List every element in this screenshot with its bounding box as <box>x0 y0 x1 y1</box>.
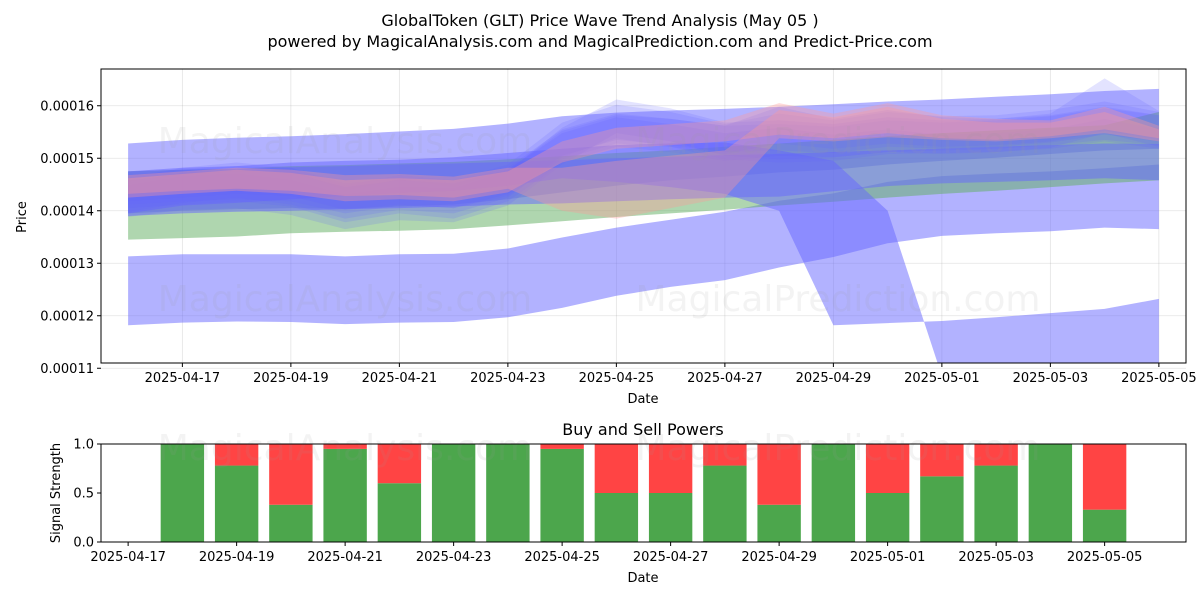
sell-bar <box>1082 444 1127 510</box>
buy-bar <box>214 465 259 542</box>
buy-bar <box>486 444 530 542</box>
price-plot-frame <box>100 68 1187 364</box>
price-x-tick-label: 2025-04-17 <box>145 371 221 386</box>
watermark-text: MagicalAnalysis.com <box>158 121 532 162</box>
signal-x-tick-label: 2025-04-17 <box>90 550 166 565</box>
watermark-text: MagicalPrediction.com <box>636 428 1041 469</box>
sell-bar <box>920 444 964 477</box>
price-band-blue <box>128 78 1159 230</box>
sell-bar <box>703 444 747 466</box>
signal-y-tick-label: 0.0 <box>73 536 94 551</box>
price-band-blue <box>128 142 1159 363</box>
price-band-blue <box>128 106 1159 214</box>
sell-bar <box>974 444 1018 466</box>
sell-bar <box>757 444 801 505</box>
price-x-tick-label: 2025-04-23 <box>470 371 546 386</box>
chart-subtitle: powered by MagicalAnalysis.com and Magic… <box>267 32 932 51</box>
price-y-axis-label: Price <box>15 201 30 233</box>
price-x-axis-label: Date <box>627 392 658 407</box>
buy-bar <box>1082 509 1127 542</box>
price-x-tick-label: 2025-04-19 <box>253 371 329 386</box>
buy-bar <box>269 504 313 542</box>
signal-panel: Buy and Sell Powers MagicalAnalysis.com … <box>49 420 1187 586</box>
price-y-tick-label: 0.00015 <box>40 152 94 167</box>
signal-x-tick-label: 2025-05-03 <box>958 550 1034 565</box>
buy-bar <box>920 476 964 542</box>
buy-bar <box>703 465 747 542</box>
signal-title: Buy and Sell Powers <box>562 420 724 439</box>
buy-bar <box>323 448 367 542</box>
price-band-blue <box>128 108 1159 210</box>
price-x-tick-label: 2025-04-29 <box>796 371 872 386</box>
signal-y-axis-label: Signal Strength <box>49 443 64 543</box>
signal-x-tick-label: 2025-04-25 <box>524 550 600 565</box>
signal-x-tick-label: 2025-04-29 <box>741 550 817 565</box>
price-y-tick-label: 0.00016 <box>40 99 94 114</box>
price-x-tick-label: 2025-05-05 <box>1121 371 1197 386</box>
price-x-tick-label: 2025-04-27 <box>687 371 763 386</box>
signal-y-tick-label: 0.5 <box>73 487 94 502</box>
price-y-tick-label: 0.00011 <box>40 362 94 377</box>
price-axes: 2025-04-17 2025-04-19 2025-04-21 2025-04-23… <box>40 99 1196 386</box>
buy-bar <box>974 465 1018 542</box>
price-panel: MagicalAnalysis.com MagicalPrediction.co… <box>15 68 1197 407</box>
price-y-tick-label: 0.00013 <box>40 257 94 272</box>
buy-bar <box>540 448 584 542</box>
signal-x-tick-label: 2025-04-21 <box>307 550 383 565</box>
price-band-blue <box>128 117 1159 223</box>
watermark-text: MagicalAnalysis.com <box>158 428 532 469</box>
price-x-tick-label: 2025-05-03 <box>1013 371 1089 386</box>
sell-bar <box>269 444 313 505</box>
price-band-blue <box>128 101 1159 219</box>
price-y-tick-label: 0.00014 <box>40 204 94 219</box>
watermark-text: MagicalPrediction.com <box>636 121 1041 162</box>
price-y-tick-label: 0.00012 <box>40 309 94 324</box>
watermark-text: MagicalPrediction.com <box>636 279 1041 320</box>
watermark-text: MagicalAnalysis.com <box>158 279 532 320</box>
signal-x-tick-label: 2025-05-05 <box>1067 550 1143 565</box>
signal-x-tick-label: 2025-04-23 <box>416 550 492 565</box>
sell-bar <box>594 444 639 493</box>
buy-bar <box>594 493 639 542</box>
price-watermarks: MagicalAnalysis.com MagicalPrediction.co… <box>158 121 1041 320</box>
buy-bar <box>1028 444 1073 542</box>
price-band-blue <box>128 164 1159 326</box>
signal-bars <box>160 444 1127 542</box>
price-band-red <box>128 103 1159 202</box>
band-group <box>128 78 1159 363</box>
signal-axes: 2025-04-17 2025-04-19 2025-04-21 2025-04-23… <box>73 438 1142 566</box>
chart-title: GlobalToken (GLT) Price Wave Trend Analy… <box>381 11 818 30</box>
signal-x-axis-label: Date <box>627 571 658 586</box>
sell-bar <box>214 444 259 466</box>
buy-bar <box>865 493 910 542</box>
buy-bar <box>160 444 205 542</box>
signal-y-tick-label: 1.0 <box>73 438 94 453</box>
sell-bar <box>648 444 693 493</box>
buy-bar <box>377 483 422 542</box>
price-band-red <box>128 106 1159 219</box>
signal-x-tick-label: 2025-04-19 <box>199 550 275 565</box>
signal-watermarks: MagicalAnalysis.com MagicalPrediction.co… <box>158 428 1041 469</box>
sell-bar <box>540 444 584 449</box>
signal-x-tick-label: 2025-04-27 <box>633 550 709 565</box>
signal-x-tick-label: 2025-05-01 <box>850 550 926 565</box>
sell-bar <box>377 444 422 484</box>
price-x-tick-label: 2025-05-01 <box>904 371 980 386</box>
buy-bar <box>757 504 801 542</box>
buy-bar <box>431 444 476 542</box>
sell-bar <box>323 444 367 449</box>
sell-bar <box>865 444 910 493</box>
buy-bar <box>811 444 856 542</box>
price-x-tick-label: 2025-04-21 <box>362 371 438 386</box>
price-x-tick-label: 2025-04-25 <box>579 371 655 386</box>
buy-bar <box>648 493 693 542</box>
price-bands <box>128 78 1159 363</box>
